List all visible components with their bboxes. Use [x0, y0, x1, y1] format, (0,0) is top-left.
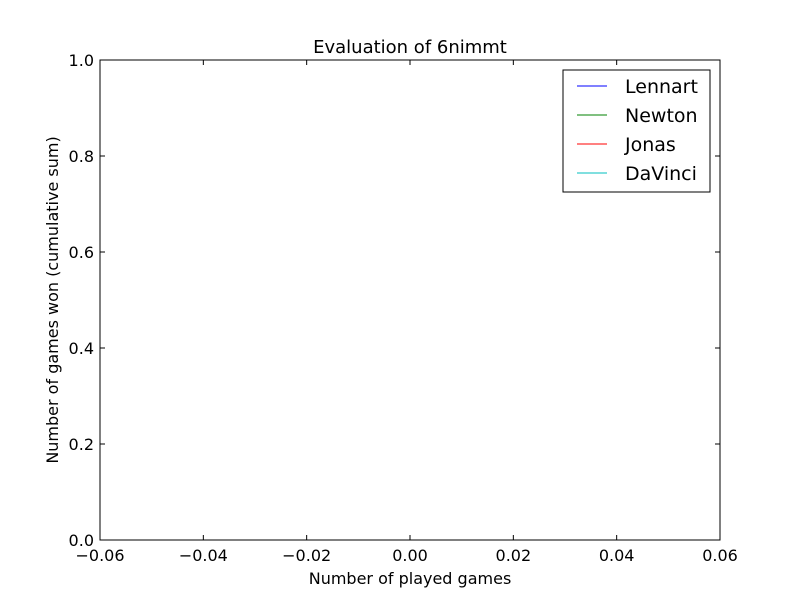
x-tick-label: 0.00	[392, 546, 428, 565]
legend-label: Newton	[625, 105, 698, 127]
chart-title: Evaluation of 6nimmt	[313, 37, 507, 58]
x-tick-label: −0.04	[179, 546, 228, 565]
legend-label: Jonas	[624, 134, 676, 156]
y-tick-label: 0.2	[69, 435, 94, 454]
y-axis-label: Number of games won (cumulative sum)	[43, 136, 62, 463]
x-tick-label: −0.06	[75, 546, 124, 565]
legend-box	[562, 69, 711, 193]
y-tick-label: 0.0	[69, 531, 94, 550]
legend-label: Lennart	[625, 76, 698, 98]
x-tick-label: 0.04	[599, 546, 635, 565]
y-tick-label: 0.4	[69, 339, 94, 358]
ticks-layer: −0.06 −0.04 −0.02 0.00 0.02 0.04 0.06 0.0 0.2 0.4…	[69, 51, 738, 565]
x-tick-label: 0.02	[496, 546, 532, 565]
x-tick-label: 0.06	[702, 546, 738, 565]
x-tick-label: −0.02	[282, 546, 331, 565]
plot-frame	[99, 59, 721, 541]
y-tick-label: 0.6	[69, 243, 94, 262]
x-axis-label: Number of played games	[309, 569, 512, 588]
y-tick-label: 1.0	[69, 51, 94, 70]
legend: Lennart Newton Jonas DaVinci	[562, 69, 711, 193]
legend-label: DaVinci	[625, 163, 697, 185]
y-tick-label: 0.8	[69, 147, 94, 166]
